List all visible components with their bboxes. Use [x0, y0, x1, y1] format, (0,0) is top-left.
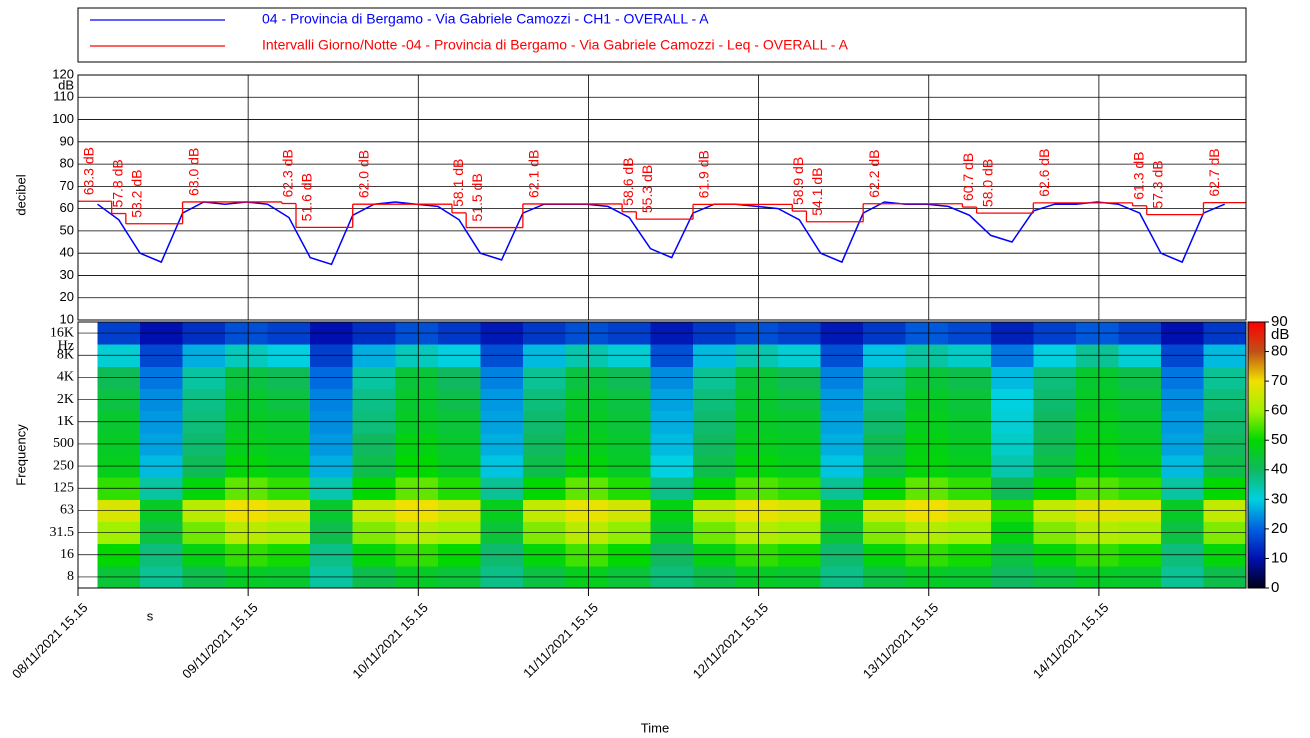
x-tick-label: 10/11/2021 15.15 — [349, 600, 430, 681]
x-tick-label: 12/11/2021 15.15 — [690, 600, 771, 681]
colorbar-tick-label: 30 — [1271, 490, 1288, 507]
data-label: 58.9 dB — [790, 157, 806, 205]
plot-frame — [77, 74, 1247, 321]
legend-box — [77, 7, 1247, 63]
plot-frame — [77, 321, 1247, 589]
y-axis-label: decibel — [13, 174, 28, 215]
y-unit: dB — [58, 77, 74, 92]
legend-label: Intervalli Giorno/Notte -04 - Provincia … — [262, 37, 849, 53]
colorbar-tick-label: 10 — [1271, 549, 1288, 566]
y-tick-label: 31.5 — [50, 525, 75, 540]
y-tick-label: 80 — [60, 156, 74, 171]
colorbar-tick-label: 90 — [1271, 313, 1288, 330]
x-tick-label: 13/11/2021 15.15 — [860, 600, 941, 681]
data-label: 62.6 dB — [1036, 149, 1052, 197]
data-label: 62.7 dB — [1206, 148, 1222, 196]
data-label: 62.1 dB — [526, 150, 542, 198]
colorbar-tick-label: 60 — [1271, 402, 1288, 419]
data-label: 51.6 dB — [299, 173, 315, 221]
y-tick-label: 70 — [60, 178, 74, 193]
data-label: 60.7 dB — [960, 153, 976, 201]
colorbar-unit: dB — [1271, 326, 1289, 343]
annotation: s — [147, 608, 154, 623]
data-label: 61.9 dB — [696, 150, 712, 198]
y-tick-label: 20 — [60, 289, 74, 304]
data-label: 58.0 dB — [979, 159, 995, 207]
y-tick-label: 100 — [52, 111, 74, 126]
y-tick-label: 60 — [60, 200, 74, 215]
data-label: 62.0 dB — [355, 150, 371, 198]
y-tick-label: 8 — [67, 569, 74, 584]
data-label: 53.2 dB — [129, 170, 145, 218]
y-tick-label: 120 — [52, 66, 74, 81]
data-label: 63.3 dB — [81, 147, 97, 195]
y-tick-label: 16 — [60, 547, 74, 562]
y-tick-label: 10 — [60, 311, 74, 326]
x-tick-label: 08/11/2021 15.15 — [9, 600, 90, 681]
y-tick-label: 50 — [60, 222, 74, 237]
x-axis-label: Time — [641, 720, 669, 735]
data-label: 58.6 dB — [620, 157, 636, 205]
legend-label: 04 - Provincia di Bergamo - Via Gabriele… — [262, 11, 709, 27]
data-label: 54.1 dB — [809, 168, 825, 216]
y-tick-label: 8K — [57, 347, 74, 362]
data-label: 62.3 dB — [280, 149, 296, 197]
y-tick-label: 125 — [53, 480, 74, 495]
y-tick-label: 1K — [57, 414, 74, 429]
data-label: 58.1 dB — [450, 159, 466, 207]
x-tick-label: 09/11/2021 15.15 — [179, 600, 260, 681]
data-label: 51.5 dB — [469, 173, 485, 221]
y-tick-label: 110 — [53, 89, 74, 104]
colorbar-tick-label: 80 — [1271, 343, 1288, 360]
colorbar-tick-label: 40 — [1271, 461, 1288, 478]
colorbar — [1247, 321, 1266, 589]
y-tick-label: 63 — [60, 503, 74, 518]
data-label: 57.8 dB — [109, 159, 125, 207]
x-tick-label: 11/11/2021 15.15 — [520, 600, 601, 681]
y-tick-label: 30 — [60, 267, 74, 282]
y-tick-label: 90 — [60, 133, 74, 148]
data-label: 55.3 dB — [639, 165, 655, 213]
y-tick-label: 4K — [57, 370, 74, 385]
y-tick-label: 250 — [53, 458, 74, 473]
series-line — [97, 201, 1225, 266]
data-label: 61.3 dB — [1130, 151, 1146, 199]
data-label: 63.0 dB — [185, 148, 201, 196]
x-tick-label: 14/11/2021 15.15 — [1030, 600, 1111, 681]
colorbar-tick-label: 20 — [1271, 520, 1288, 537]
y-tick-label: 500 — [53, 436, 74, 451]
y-tick-label: 2K — [57, 392, 74, 407]
y-tick-label: 40 — [60, 245, 74, 260]
colorbar-tick-label: 50 — [1271, 431, 1288, 448]
colorbar-tick-label: 0 — [1271, 579, 1279, 596]
data-label: 62.2 dB — [866, 149, 882, 197]
y-tick-label: 16K — [50, 325, 74, 340]
data-label: 57.3 dB — [1149, 160, 1165, 208]
colorbar-tick-label: 70 — [1271, 372, 1288, 389]
y-unit: Hz — [58, 338, 74, 353]
y-axis-label: Frequency — [13, 424, 28, 486]
